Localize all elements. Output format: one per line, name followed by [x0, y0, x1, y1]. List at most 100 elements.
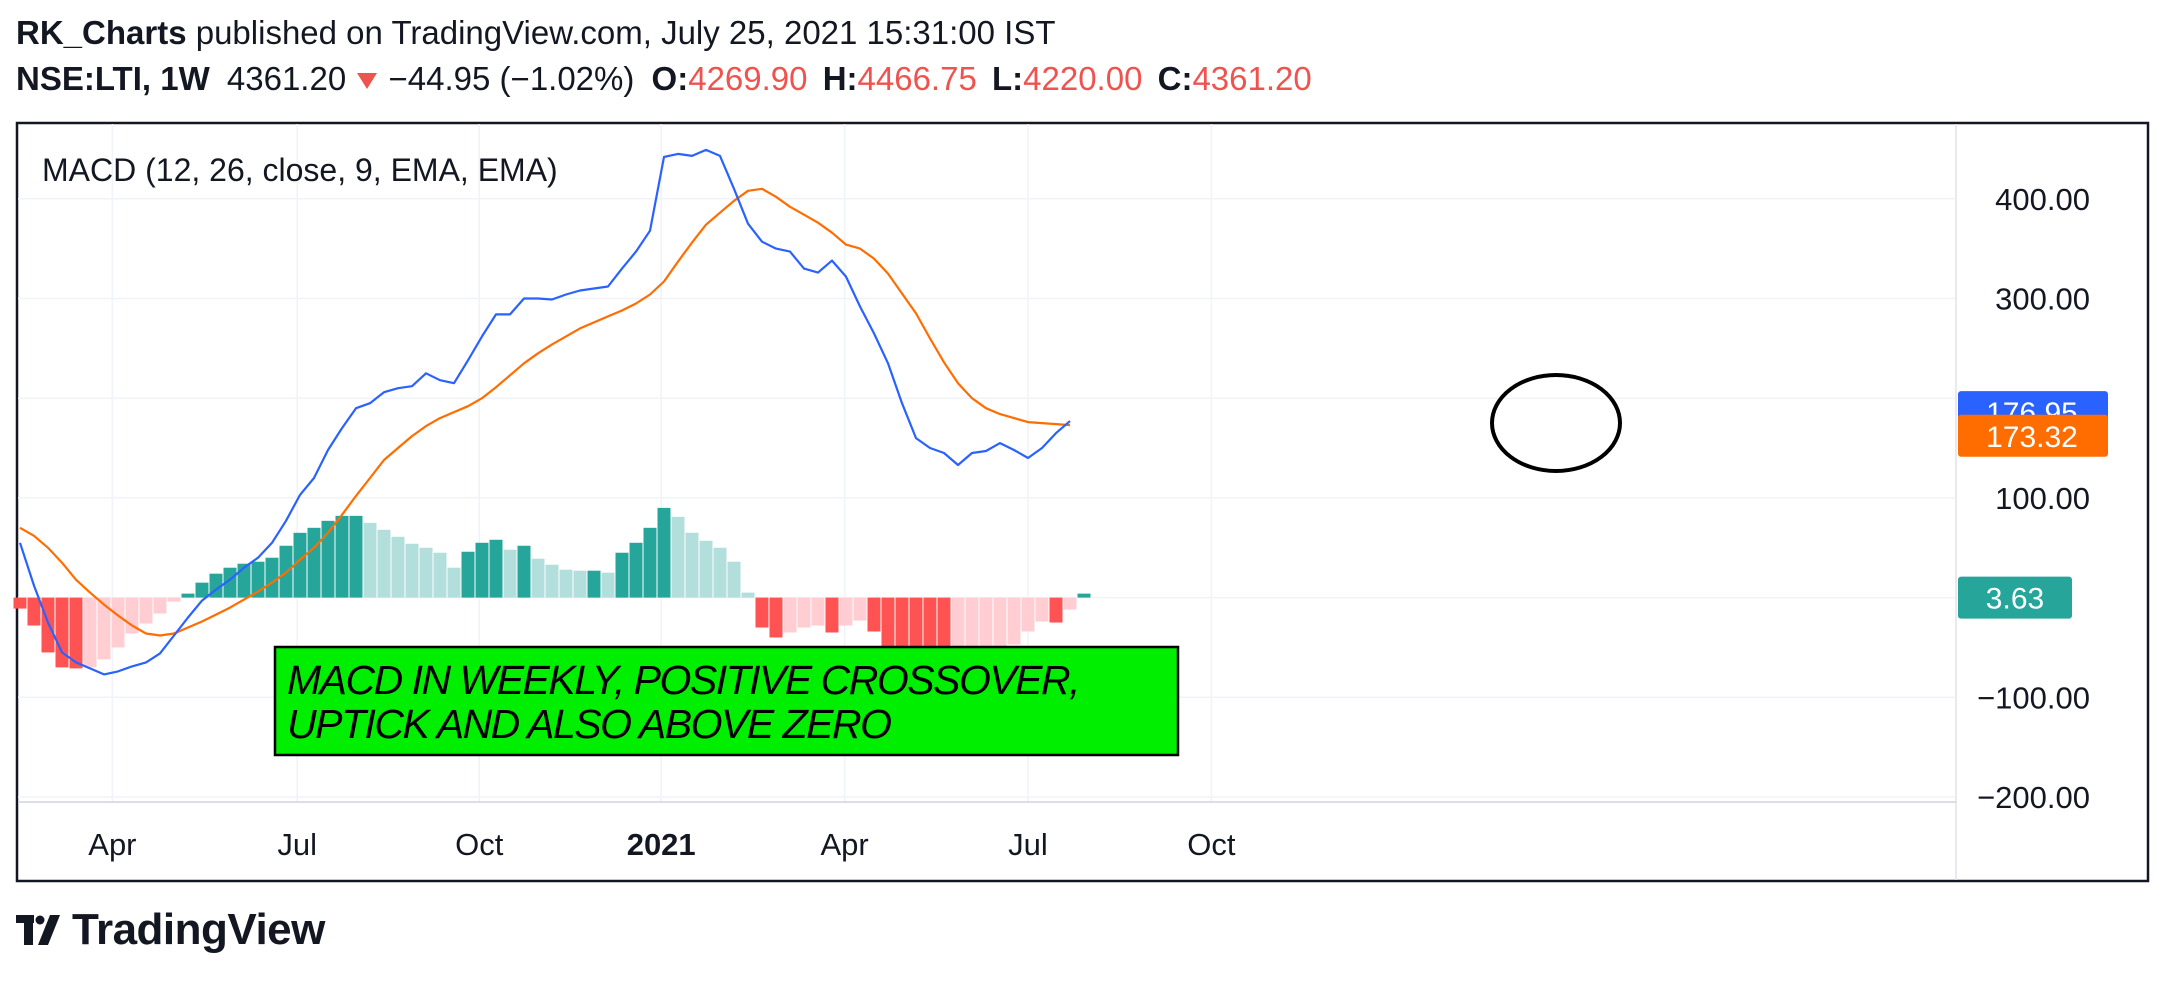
histogram-bar [433, 552, 447, 598]
histogram-bar [741, 592, 755, 598]
histogram-bar [769, 597, 783, 638]
histogram-bar [55, 597, 69, 668]
x-tick-label: 2021 [627, 827, 696, 862]
high-value: 4466.75 [857, 60, 977, 97]
publish-line: RK_Charts published on TradingView.com, … [16, 10, 1312, 56]
histogram-bar [27, 597, 41, 626]
histogram-bar [713, 547, 727, 598]
histogram-bar [629, 542, 643, 598]
histogram-bar [1021, 597, 1035, 632]
close-label: C: [1157, 60, 1193, 97]
signal-line [19, 187, 1071, 637]
histogram-bar [363, 522, 377, 598]
histogram-bar [531, 558, 545, 598]
author-name[interactable]: RK_Charts [16, 14, 187, 51]
annotation-line-2: UPTICK AND ALSO ABOVE ZERO [287, 701, 891, 747]
histogram-bar [559, 569, 573, 598]
high-label: H: [822, 60, 858, 97]
histogram-bar [993, 597, 1007, 655]
histogram-bar [489, 539, 503, 598]
low-label: L: [991, 60, 1024, 97]
x-tick-label: Apr [820, 827, 868, 862]
histogram-bar [853, 597, 867, 621]
histogram-bar [293, 532, 307, 598]
histogram-bar [83, 597, 97, 668]
histogram-bar [685, 532, 699, 598]
publish-info: published on TradingView.com, July 25, 2… [195, 14, 1056, 51]
triangle-down-icon [357, 73, 378, 89]
histogram-bar [1007, 597, 1021, 645]
histogram-bar [139, 597, 153, 624]
tradingview-brand: TradingView [72, 905, 325, 954]
histogram-bar [545, 564, 559, 598]
x-tick-label: Oct [1187, 827, 1236, 862]
histogram-bar [405, 543, 419, 598]
histogram-bar [307, 527, 321, 598]
histogram-bar [503, 549, 517, 598]
histogram-bar [181, 593, 195, 598]
histogram-bar [797, 597, 811, 628]
histogram-bar [811, 597, 825, 626]
histogram-bar [153, 597, 167, 614]
histogram-bar [349, 515, 363, 598]
histogram-bar [377, 529, 391, 598]
indicator-title[interactable]: MACD (12, 26, close, 9, EMA, EMA) [42, 152, 558, 188]
histogram-bar [321, 520, 335, 598]
histogram-bar [419, 547, 433, 598]
histogram-bar [783, 597, 797, 633]
x-axis: Apr Jul Oct 2021 Apr Jul Oct [88, 827, 1236, 862]
histogram-bar [1035, 597, 1049, 622]
histogram-bar [657, 507, 671, 598]
histogram-bar [475, 542, 489, 598]
open-label: O: [651, 60, 689, 97]
histogram-bar [671, 516, 685, 598]
x-tick-label: Jul [1008, 827, 1048, 862]
histogram-bar [1049, 597, 1063, 623]
low-value: 4220.00 [1023, 60, 1143, 97]
histogram-bar [825, 597, 839, 633]
y-tick-label: 100.00 [1995, 481, 2090, 516]
histogram-bar [573, 570, 587, 598]
histogram-bar [167, 597, 181, 602]
y-axis: 400.00 300.00 100.00 −100.00 −200.00 [1977, 182, 2090, 815]
signal-last-label-bg [1958, 414, 2108, 457]
histogram-bar [461, 551, 475, 598]
x-tick-label: Apr [88, 827, 136, 862]
histogram-bar [13, 597, 27, 609]
symbol-label[interactable]: NSE:LTI, 1W [16, 60, 210, 97]
y-tick-label: 300.00 [1995, 281, 2090, 316]
histogram-bar [1077, 593, 1091, 598]
histogram-bar [587, 570, 601, 598]
histogram-bar [335, 515, 349, 598]
signal-last-label: 173.32 [1986, 421, 2078, 454]
x-tick-label: Oct [455, 827, 504, 862]
histogram-bar [881, 597, 895, 655]
histogram-bar [839, 597, 853, 626]
hist-last-label-bg [1958, 576, 2072, 619]
histogram-bar [755, 597, 769, 628]
chart-frame [15, 121, 2150, 883]
histogram-bar [699, 540, 713, 598]
histogram-bar [1063, 597, 1077, 610]
y-tick-label: 400.00 [1995, 182, 2090, 217]
open-value: 4269.90 [688, 60, 808, 97]
annotation-box: MACD IN WEEKLY, POSITIVE CROSSOVER, UPTI… [273, 645, 1180, 757]
tradingview-footer: TradingView [16, 905, 325, 955]
histogram-bar [447, 567, 461, 598]
tradingview-logo-icon [16, 915, 60, 945]
annotation-line-1: MACD IN WEEKLY, POSITIVE CROSSOVER, [287, 657, 1079, 703]
histogram-bar [195, 582, 209, 598]
histogram-bar [223, 567, 237, 598]
x-tick-label: Jul [277, 827, 317, 862]
histogram-bar [727, 561, 741, 598]
quote-line: NSE:LTI, 1W 4361.20 −44.95 (−1.02%) O:42… [16, 56, 1312, 102]
histogram-bar [69, 597, 83, 669]
histogram-bars [13, 507, 1091, 698]
price-change: −44.95 (−1.02%) [388, 60, 635, 97]
highlight-circle [1490, 373, 1622, 473]
histogram-bar [97, 597, 111, 660]
last-price: 4361.20 [226, 60, 347, 97]
macd-line [18, 148, 1071, 676]
histogram-bar [643, 527, 657, 598]
